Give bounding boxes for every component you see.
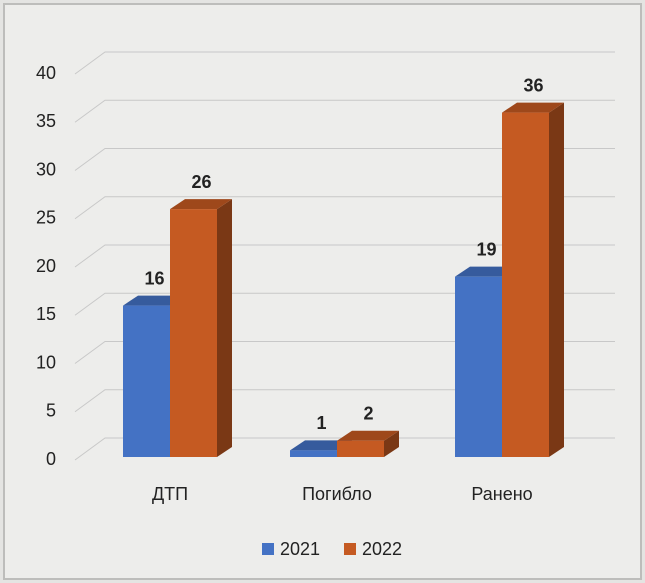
y-tick-label: 10 bbox=[36, 352, 56, 372]
bar bbox=[502, 112, 549, 457]
y-tick-label: 15 bbox=[36, 304, 56, 324]
bar-top bbox=[455, 266, 517, 277]
bar bbox=[337, 440, 384, 457]
data-label: 36 bbox=[523, 75, 543, 95]
y-tick-label: 30 bbox=[36, 159, 56, 179]
data-label: 19 bbox=[476, 239, 496, 259]
data-label: 26 bbox=[191, 172, 211, 192]
y-tick-label: 35 bbox=[36, 111, 56, 131]
legend-label: 2022 bbox=[362, 539, 402, 559]
bar bbox=[290, 450, 337, 457]
bar-top bbox=[123, 295, 185, 306]
bar-top bbox=[502, 102, 564, 113]
grid-line bbox=[74, 99, 615, 123]
bar-side bbox=[549, 102, 564, 457]
y-tick-label: 0 bbox=[46, 449, 56, 469]
legend-swatch bbox=[344, 543, 356, 555]
y-tick-label: 20 bbox=[36, 256, 56, 276]
grid-line bbox=[74, 51, 615, 75]
bar-top bbox=[290, 440, 352, 451]
bar-side bbox=[384, 430, 399, 457]
x-tick-label: Погибло bbox=[302, 484, 372, 504]
grid-line bbox=[74, 292, 615, 316]
grid-line bbox=[74, 341, 615, 364]
bar-side bbox=[217, 199, 232, 457]
data-label: 1 bbox=[316, 413, 326, 433]
data-label: 2 bbox=[363, 403, 373, 423]
grid-line bbox=[74, 196, 615, 220]
bar-top bbox=[337, 430, 399, 441]
grid-line bbox=[74, 244, 615, 268]
y-tick-label: 5 bbox=[46, 401, 56, 421]
bar bbox=[170, 209, 217, 457]
y-tick-label: 40 bbox=[36, 63, 56, 83]
bar-top bbox=[170, 199, 232, 210]
data-label: 16 bbox=[144, 268, 164, 288]
grid-line bbox=[74, 148, 615, 171]
x-tick-label: Ранено bbox=[471, 484, 532, 504]
legend-label: 2021 bbox=[280, 539, 320, 559]
grid-line bbox=[74, 389, 615, 413]
bar bbox=[455, 276, 502, 457]
y-tick-label: 25 bbox=[36, 208, 56, 228]
x-tick-label: ДТП bbox=[152, 484, 188, 504]
grid-line bbox=[74, 437, 615, 461]
legend-swatch bbox=[262, 543, 274, 555]
bar bbox=[123, 305, 170, 457]
